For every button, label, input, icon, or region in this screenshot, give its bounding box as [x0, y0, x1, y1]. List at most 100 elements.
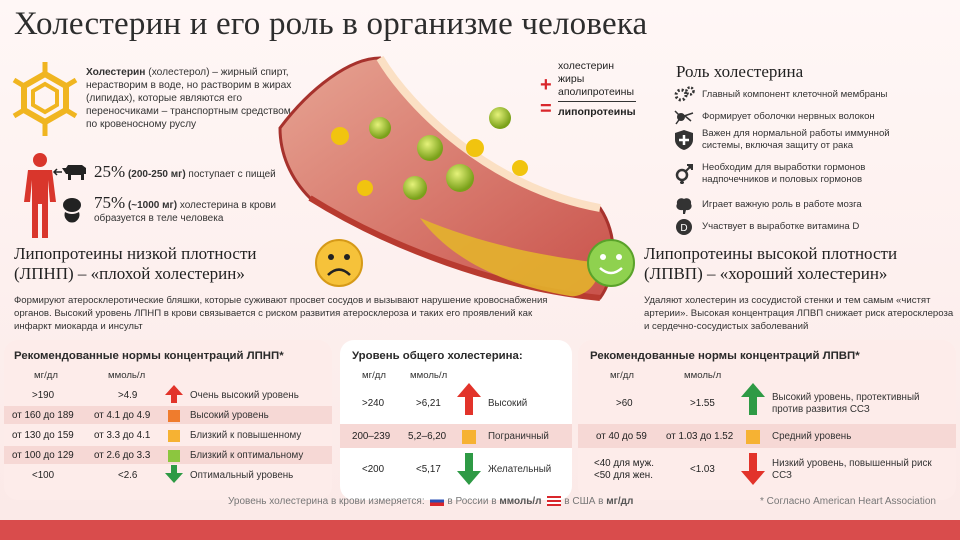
svg-text:D: D	[680, 223, 687, 234]
total-row-mmol: >6,21	[416, 398, 441, 409]
total-row-label: Высокий	[488, 398, 528, 409]
arrow-left-icon	[52, 168, 62, 176]
equals-sign: =	[540, 98, 552, 120]
measure-note: Уровень холестерина в крови измеряется: …	[228, 496, 634, 507]
ldl-row-mmol: от 3.3 до 4.1	[94, 430, 151, 441]
ldl-row-label: Близкий к оптимальному	[190, 450, 304, 461]
vitamin-d-icon: D	[672, 216, 696, 238]
hdl-row-mg: <50 для жен.	[594, 470, 653, 481]
level-square-lightgreen	[168, 450, 180, 462]
total-row-mg: >240	[362, 398, 385, 409]
hdl-row-label: Высокий уровень, протективный против раз…	[772, 392, 920, 415]
level-square-orange	[168, 410, 180, 422]
formula-item: холестерин	[558, 60, 614, 72]
gender-icon	[672, 163, 696, 185]
ldl-table-title: Рекомендованные нормы концентраций ЛПНП*	[14, 350, 284, 362]
ldl-row-label: Оптимальный уровень	[190, 470, 294, 481]
footer-bar	[0, 520, 960, 540]
total-col-mmol: ммоль/л	[410, 370, 448, 381]
happy-face-icon	[587, 239, 635, 287]
arrow-up-red-icon	[457, 383, 481, 415]
arrow-down-green-icon	[165, 465, 183, 483]
formula-result: липопротеины	[558, 106, 636, 118]
ldl-row-mg: от 160 до 189	[12, 410, 74, 421]
total-row-mmol: 5,2–6,20	[408, 431, 447, 442]
ldl-row-label: Близкий к повышенному	[190, 430, 302, 441]
ldl-col-mg: мг/дл	[34, 370, 58, 381]
hdl-description: Удаляют холестерин из сосудистой стенки …	[644, 295, 954, 332]
hdl-row-mg: >60	[616, 398, 633, 409]
formula: + = холестерин жиры аполипротеины липопр…	[540, 60, 660, 130]
hdl-col-mmol: ммоль/л	[684, 370, 722, 381]
ldl-row-mg: от 130 до 159	[12, 430, 74, 441]
ldl-row-label: Высокий уровень	[190, 410, 269, 421]
hdl-row-mg: <40 для муж.	[594, 458, 654, 469]
ldl-row-mg: >190	[32, 390, 55, 401]
total-row-label: Желательный	[488, 464, 552, 475]
page-title: Холестерин и его роль в организме челове…	[14, 6, 648, 42]
level-square-yellow	[168, 430, 180, 442]
hdl-row-label: Низкий уровень, повышенный риск ССЗ	[772, 458, 932, 481]
formula-item: жиры	[558, 73, 585, 85]
total-row-label: Пограничный	[488, 431, 549, 442]
molecule-icon	[12, 62, 78, 136]
total-row-mg: 200–239	[352, 431, 391, 442]
hdl-row-mmol: >1.55	[690, 398, 715, 409]
hdl-row-label: Средний уровень	[772, 431, 852, 442]
ldl-row-mmol: <2.6	[118, 470, 138, 481]
roles-title: Роль холестерина	[676, 62, 804, 81]
gears-icon	[672, 84, 696, 106]
level-square-yellow	[462, 430, 476, 444]
ldl-row-mmol: от 4.1 до 4.9	[94, 410, 151, 421]
total-col-mg: мг/дл	[362, 370, 386, 381]
hdl-col-mg: мг/дл	[610, 370, 634, 381]
total-row-band	[340, 424, 572, 448]
brain-icon	[672, 194, 696, 216]
organs-icon	[63, 198, 81, 223]
role-item: Важен для нормальной работы иммунной сис…	[672, 128, 932, 152]
role-item: Играет важную роль в работе мозга	[672, 194, 932, 216]
total-row-mmol: <5,17	[416, 464, 441, 475]
usa-flag-icon	[547, 496, 562, 507]
russia-flag-icon	[430, 496, 445, 507]
ldl-row-label: Очень высокий уровень	[190, 390, 299, 401]
total-row-mg: <200	[362, 464, 385, 475]
source-note: * Согласно American Heart Association	[760, 496, 936, 507]
hdl-row-mmol: <1.03	[690, 464, 715, 475]
arrow-up-red-icon	[165, 385, 183, 403]
intro-text: Холестерин (холестерол) – жирный спирт, …	[86, 67, 292, 130]
role-item: Необходим для выработки гормонов надпоче…	[672, 162, 932, 186]
hdl-row-mg: от 40 до 59	[596, 431, 647, 442]
artery-illustration	[278, 55, 615, 301]
role-item: Формирует оболочки нервных волокон	[672, 106, 932, 128]
total-table-panel	[340, 340, 572, 500]
total-table-title: Уровень общего холестерина:	[352, 350, 523, 362]
ldl-col-mmol: ммоль/л	[108, 370, 146, 381]
hdl-heading: Липопротеины высокой плотности (ЛПВП) – …	[644, 244, 898, 283]
formula-item: аполипротеины	[558, 86, 636, 102]
hdl-table-title: Рекомендованные нормы концентраций ЛПВП*	[590, 350, 860, 362]
hdl-row-band	[578, 424, 956, 448]
role-item: Главный компонент клеточной мембраны	[672, 84, 932, 106]
ldl-row-mmol: от 2.6 до 3.3	[94, 450, 151, 461]
ldl-heading: Липопротеины низкой плотности (ЛПНП) – «…	[14, 244, 257, 283]
human-body-icon	[24, 153, 56, 238]
role-item: D Участвует в выработке витамина D	[672, 216, 932, 238]
ldl-row-mmol: >4.9	[118, 390, 138, 401]
sad-face-icon	[315, 239, 363, 287]
stat-food: 25% (200-250 мг) поступает с пищей	[94, 162, 276, 181]
arrow-down-green-icon	[457, 453, 481, 485]
hdl-row-mmol: от 1.03 до 1.52	[666, 431, 734, 442]
hdl-table-panel	[578, 340, 956, 500]
nerve-cell-icon	[672, 106, 696, 128]
plus-sign: +	[540, 74, 552, 96]
ldl-description: Формируют атеросклеротические бляшки, ко…	[14, 295, 548, 332]
ldl-row-mg: <100	[32, 470, 55, 481]
level-square-yellow	[746, 430, 760, 444]
stat-body: 75% (~1000 мг) холестерина в крови образ…	[94, 193, 276, 224]
shield-icon	[672, 129, 696, 151]
arrow-down-red-icon	[741, 453, 765, 485]
ldl-row-mg: от 100 до 129	[12, 450, 74, 461]
arrow-up-green-icon	[741, 383, 765, 415]
